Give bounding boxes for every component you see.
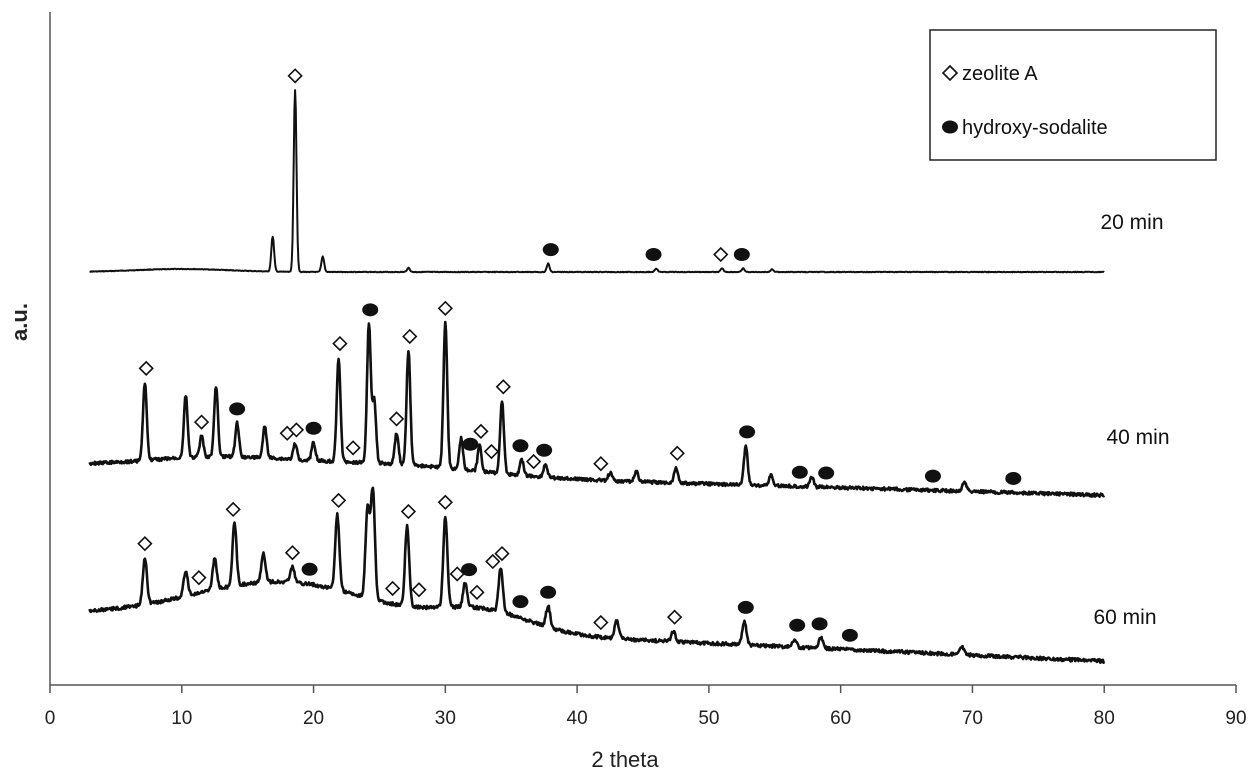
- x-axis-title: 2 theta: [591, 747, 659, 772]
- series-label-2: 60 min: [1093, 606, 1156, 629]
- zeolite-marker-1-10: [483, 443, 500, 460]
- x-tick-label-20: 20: [303, 708, 324, 729]
- sodalite-marker-1-1: [305, 421, 322, 435]
- x-tick-label-90: 90: [1225, 708, 1246, 729]
- sodalite-marker-2-6: [811, 617, 828, 631]
- zeolite-marker-1-5: [345, 440, 361, 456]
- zeolite-marker-1-9: [473, 423, 489, 440]
- zeolite-marker-1-7: [402, 328, 418, 345]
- zeolite-marker-2-4: [330, 492, 347, 509]
- series-line-2: [88, 486, 1106, 664]
- sodalite-marker-1-6: [739, 425, 756, 439]
- zeolite-marker-1-13: [593, 456, 609, 472]
- zeolite-marker-2-11: [485, 553, 501, 570]
- zeolite-marker-2-13: [593, 614, 609, 631]
- y-axis-title: a.u.: [7, 303, 32, 341]
- sodalite-marker-1-5: [536, 443, 553, 457]
- zeolite-marker-1-11: [495, 379, 511, 395]
- zeolite-marker-1-14: [669, 445, 685, 461]
- sodalite-marker-1-9: [924, 469, 941, 483]
- sodalite-marker-2-5: [789, 618, 806, 632]
- x-tick-label-10: 10: [171, 708, 192, 729]
- zeolite-marker-1-12: [525, 453, 542, 470]
- sodalite-marker-2-2: [512, 595, 529, 609]
- zeolite-marker-2-2: [225, 501, 241, 518]
- phase-markers: [137, 68, 1022, 642]
- sodalite-marker-1-8: [818, 466, 835, 480]
- sodalite-marker-0-0: [542, 243, 559, 257]
- x-tick-label-70: 70: [962, 708, 983, 729]
- legend-sodalite-marker: [942, 120, 958, 134]
- zeolite-marker-1-8: [437, 300, 453, 316]
- sodalite-marker-1-10: [1005, 471, 1022, 485]
- x-tick-label-30: 30: [435, 708, 456, 729]
- series-line-0: [89, 89, 1105, 274]
- legend-sodalite-label: hydroxy-sodalite: [962, 117, 1108, 139]
- zeolite-marker-2-0: [137, 536, 153, 552]
- zeolite-marker-1-0: [138, 360, 154, 377]
- sodalite-marker-2-0: [301, 562, 318, 576]
- sodalite-marker-1-4: [512, 439, 529, 453]
- zeolite-marker-2-8: [437, 494, 453, 510]
- zeolite-marker-2-7: [411, 582, 427, 598]
- x-tick-label-50: 50: [698, 708, 719, 729]
- x-tick-label-0: 0: [45, 708, 56, 729]
- zeolite-marker-2-10: [469, 584, 485, 600]
- x-ticks: 0 10 20 30 40 50 60 70 80 90: [45, 685, 1247, 729]
- zeolite-marker-0-1: [713, 246, 729, 263]
- legend-box: [929, 29, 1217, 161]
- sodalite-marker-2-4: [737, 600, 754, 614]
- sodalite-marker-2-1: [461, 563, 478, 577]
- sodalite-marker-0-2: [733, 248, 750, 261]
- sodalite-marker-1-3: [462, 437, 479, 451]
- x-tick-label-60: 60: [830, 708, 851, 729]
- series-line-1: [88, 320, 1106, 498]
- zeolite-marker-2-14: [666, 609, 683, 625]
- legend-zeolite-marker: [941, 64, 959, 82]
- sodalite-marker-1-7: [791, 465, 808, 479]
- legend: zeolite A hydroxy-sodalite: [929, 29, 1217, 161]
- x-tick-label-40: 40: [567, 708, 588, 729]
- zeolite-marker-0-0: [287, 68, 303, 84]
- sodalite-marker-0-1: [645, 248, 662, 261]
- x-tick-label-80: 80: [1094, 708, 1115, 729]
- zeolite-marker-2-6: [400, 503, 417, 520]
- zeolite-marker-1-1: [193, 414, 210, 430]
- zeolite-marker-2-3: [284, 545, 301, 561]
- sodalite-marker-1-2: [362, 303, 379, 317]
- zeolite-marker-1-3: [288, 422, 305, 438]
- axes: [49, 12, 1236, 686]
- sodalite-marker-2-3: [540, 585, 557, 599]
- zeolite-marker-2-12: [494, 545, 510, 562]
- zeolite-marker-1-4: [332, 335, 348, 352]
- zeolite-marker-2-1: [191, 570, 207, 586]
- sodalite-marker-2-7: [841, 628, 858, 642]
- legend-zeolite-label: zeolite A: [962, 63, 1038, 85]
- sodalite-marker-1-0: [229, 402, 246, 416]
- series-label-0: 20 min: [1100, 211, 1163, 234]
- zeolite-marker-1-6: [388, 411, 405, 427]
- zeolite-marker-2-5: [384, 580, 401, 597]
- series-lines: [88, 89, 1106, 664]
- series-label-1: 40 min: [1106, 426, 1169, 449]
- series-labels: 20 min 40 min 60 min: [1093, 211, 1169, 629]
